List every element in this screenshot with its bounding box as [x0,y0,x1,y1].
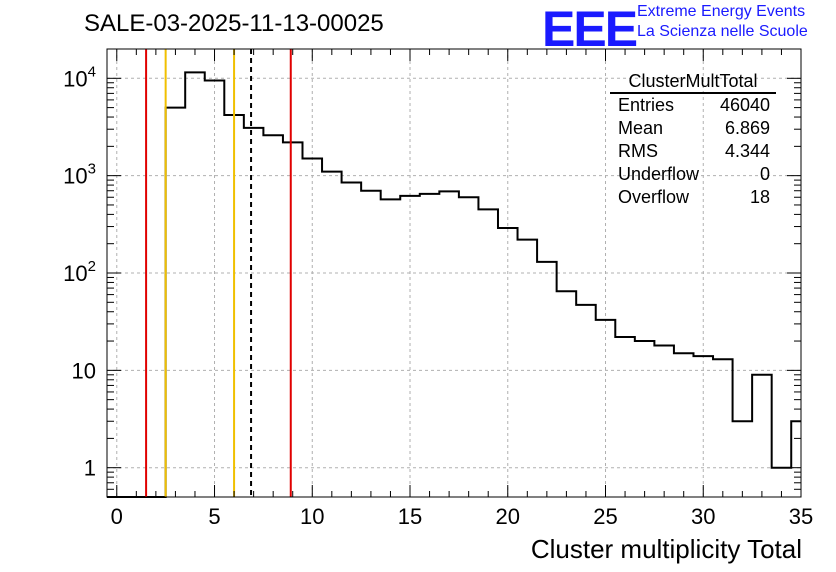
x-tick-label: 20 [496,504,520,529]
stats-label: Mean [618,118,664,138]
logo-line-1: Extreme Energy Events [637,3,806,20]
x-tick-label: 25 [593,504,617,529]
stats-row-rms: RMS 4.344 [610,140,776,163]
stats-value: 6.869 [724,118,770,138]
histogram-bar [361,191,381,497]
histogram-bar [283,142,303,497]
histogram-outline [107,71,801,498]
x-tick-label: 30 [691,504,715,529]
x-tick-label: 35 [789,504,813,529]
eee-logo: EEE [542,1,638,57]
histogram-bar [576,305,596,497]
histogram-bar [244,128,264,497]
y-tick-label: 102 [63,258,96,286]
stats-label: Underflow [618,164,700,184]
stats-label: Overflow [618,187,690,207]
histogram-bar [752,375,772,497]
histogram-bar [381,199,401,497]
stats-label: Entries [618,95,675,115]
logo-line-2: La Scienza nelle Scuole [637,23,808,40]
histogram-bar [342,183,362,497]
y-tick-label: 103 [63,161,96,189]
histogram-bar [713,359,733,497]
histogram-bar [518,240,538,497]
histogram-bar [322,172,342,497]
histogram-bar [557,291,577,497]
x-tick-label: 10 [300,504,324,529]
histogram-bar [478,209,498,497]
histogram-bar [166,108,186,497]
stats-label: RMS [618,141,658,161]
histogram-bar [635,341,655,497]
stats-value: 4.344 [724,141,770,161]
histogram-bar [615,337,635,497]
x-tick-label: 15 [398,504,422,529]
histogram-bar [439,191,459,497]
histogram-bar [459,197,479,497]
stats-title: ClusterMultTotal [610,70,776,94]
stats-value: 0 [759,164,770,184]
stats-value: 46040 [719,95,770,115]
histogram-bar [733,421,753,497]
x-axis-label: Cluster multiplicity Total [530,534,802,564]
histogram-bar [263,135,283,497]
histogram-bar [654,345,674,497]
x-tick-label: 5 [208,504,220,529]
stats-box: ClusterMultTotal Entries 46040 Mean 6.86… [610,70,776,209]
x-tick-label: 0 [111,504,123,529]
stats-row-overflow: Overflow 18 [610,186,776,209]
stats-row-underflow: Underflow 0 [610,163,776,186]
histogram-bar [420,194,440,497]
histogram-bar [185,72,205,497]
stats-row-entries: Entries 46040 [610,94,776,117]
y-tick-label: 1 [84,456,96,481]
stats-row-mean: Mean 6.869 [610,117,776,140]
histogram-bar [537,262,557,497]
histogram-bar [674,353,694,497]
stats-value: 18 [749,187,770,207]
chart-title: SALE-03-2025-11-13-00025 [84,10,384,37]
y-tick-label: 104 [63,63,96,91]
histogram-bar [791,421,801,497]
y-tick-label: 10 [72,358,96,383]
